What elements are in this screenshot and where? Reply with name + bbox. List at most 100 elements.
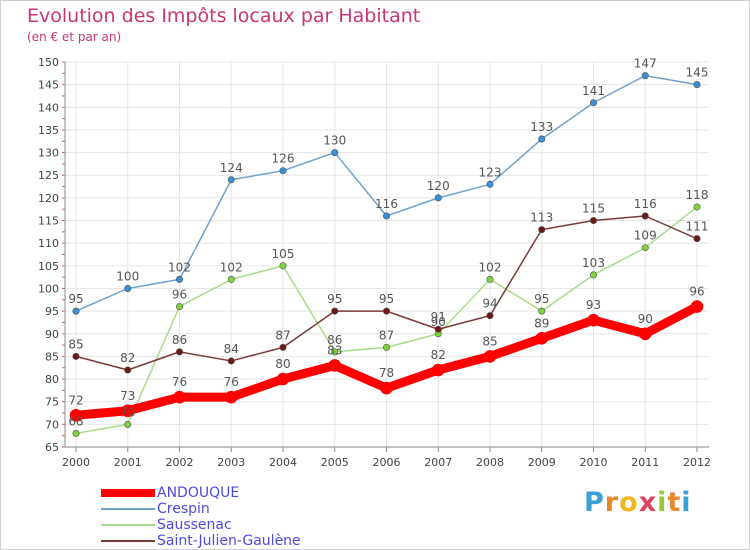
- data-label: 100: [116, 269, 139, 283]
- data-label: 95: [68, 292, 83, 306]
- legend-item: Crespin: [101, 501, 301, 517]
- data-point: [486, 180, 494, 188]
- data-label: 87: [275, 328, 290, 342]
- y-tick-label: 140: [38, 101, 59, 114]
- data-point: [72, 307, 80, 315]
- data-point: [382, 343, 390, 351]
- data-label: 72: [68, 393, 83, 407]
- data-label: 95: [379, 292, 394, 306]
- data-point: [693, 81, 701, 89]
- legend-swatch: [101, 540, 155, 542]
- proxiti-logo: Proxiti: [584, 487, 692, 518]
- x-tick-label: 2001: [114, 456, 142, 469]
- data-point: [176, 348, 184, 356]
- data-point: [641, 212, 649, 220]
- data-point: [176, 275, 184, 283]
- data-label: 84: [224, 342, 239, 356]
- legend-label: Crespin: [157, 501, 210, 517]
- data-label: 103: [582, 256, 605, 270]
- data-point: [279, 262, 287, 270]
- data-point: [589, 217, 597, 225]
- logo-letter: o: [619, 487, 639, 518]
- data-label: 123: [479, 165, 502, 179]
- data-label: 95: [534, 292, 549, 306]
- data-point: [486, 312, 494, 320]
- data-label: 83: [327, 343, 342, 357]
- data-label: 147: [634, 57, 657, 71]
- y-tick-label: 110: [38, 237, 59, 250]
- data-label: 115: [582, 202, 605, 216]
- data-label: 141: [582, 84, 605, 98]
- data-point: [279, 343, 287, 351]
- data-point: [331, 149, 339, 157]
- data-label: 68: [68, 414, 83, 428]
- legend-item: Saint-Julien-Gaulène: [101, 533, 301, 549]
- data-label: 90: [638, 312, 653, 326]
- data-point: [693, 203, 701, 211]
- data-label: 105: [272, 247, 295, 261]
- data-label: 89: [534, 316, 549, 330]
- data-label: 76: [172, 375, 187, 389]
- y-tick-label: 145: [38, 79, 59, 92]
- y-tick-label: 95: [45, 305, 59, 318]
- data-label: 102: [220, 260, 243, 274]
- data-point: [227, 275, 235, 283]
- y-tick-label: 70: [45, 418, 59, 431]
- data-label: 93: [586, 298, 601, 312]
- data-point: [173, 390, 186, 404]
- data-point: [72, 352, 80, 360]
- chart-subtitle: (en € et par an): [27, 30, 122, 44]
- data-point: [486, 275, 494, 283]
- legend-label: Saussenac: [157, 517, 232, 533]
- data-label: 95: [327, 292, 342, 306]
- x-tick-label: 2005: [321, 456, 349, 469]
- data-label: 109: [634, 229, 657, 243]
- data-label: 82: [120, 351, 135, 365]
- data-label: 90: [431, 315, 446, 329]
- data-label: 113: [530, 211, 553, 225]
- data-label: 96: [689, 285, 704, 299]
- data-point: [382, 212, 390, 220]
- data-point: [227, 357, 235, 365]
- data-label: 80: [275, 357, 290, 371]
- data-label: 78: [379, 366, 394, 380]
- data-point: [227, 176, 235, 184]
- x-tick-label: 2000: [62, 456, 90, 469]
- y-tick-label: 100: [38, 282, 59, 295]
- data-point: [121, 404, 135, 418]
- data-label: 118: [686, 188, 709, 202]
- data-point: [328, 359, 342, 372]
- line-chart: 65 70 75 80 85 90 95 100 105 110 115 120 125 130 135 14…: [38, 56, 711, 469]
- data-label: 116: [375, 197, 398, 211]
- chart-legend: ANDOUQUE Crespin Saussenac Saint-Julien-Gau…: [101, 485, 301, 549]
- logo-letter: i: [681, 487, 692, 518]
- y-tick-label: 125: [38, 169, 59, 182]
- data-point: [224, 390, 238, 404]
- logo-letter: x: [638, 487, 658, 518]
- data-point: [638, 327, 652, 341]
- data-label: 126: [272, 152, 295, 166]
- data-label: 124: [220, 161, 243, 175]
- data-point: [124, 284, 132, 292]
- y-tick-label: 65: [45, 441, 59, 454]
- data-point: [434, 325, 442, 333]
- data-point: [538, 226, 546, 234]
- y-tick-label: 85: [45, 350, 59, 363]
- data-label: 86: [172, 333, 187, 347]
- legend-label: Saint-Julien-Gaulène: [157, 533, 301, 549]
- y-tick-label: 150: [38, 56, 59, 69]
- logo-letter: i: [657, 487, 668, 518]
- legend-swatch: [101, 489, 155, 497]
- data-label: 145: [686, 66, 709, 80]
- data-label: 120: [427, 179, 450, 193]
- data-point: [693, 235, 701, 243]
- x-tick-label: 2002: [166, 456, 194, 469]
- data-point: [176, 303, 184, 311]
- x-tick-label: 2008: [476, 456, 504, 469]
- data-label: 94: [482, 297, 497, 311]
- data-point: [124, 366, 132, 374]
- x-tick-label: 2006: [373, 456, 401, 469]
- data-point: [382, 307, 390, 315]
- x-tick-label: 2003: [217, 456, 245, 469]
- data-point: [331, 348, 339, 356]
